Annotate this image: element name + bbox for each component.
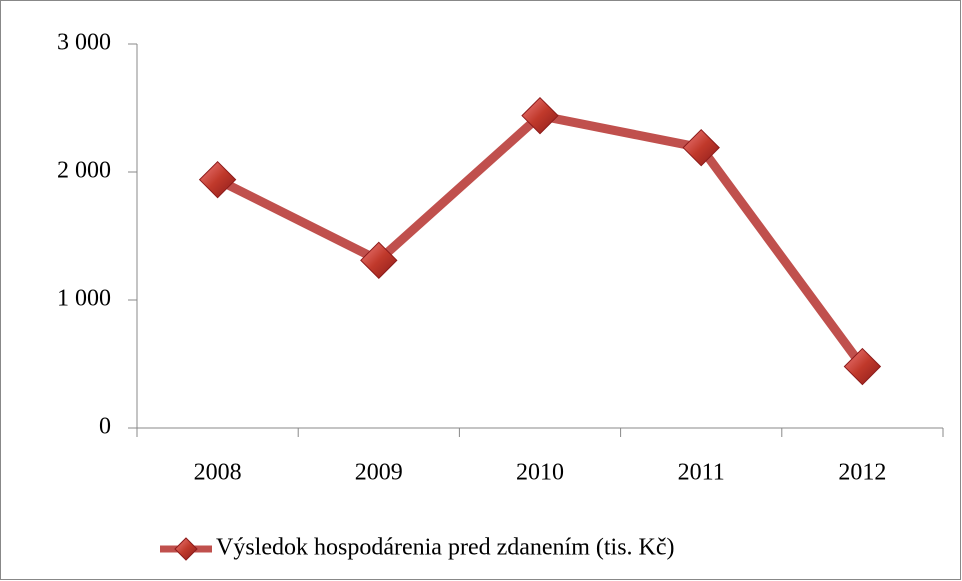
marker [521,96,559,135]
marker [843,347,882,386]
x-tick-label: 2008 [194,460,242,486]
x-tick-label: 2012 [838,460,886,486]
marker [360,241,398,280]
y-tick-label: 3 000 [57,30,111,56]
marker [198,160,237,199]
x-tick-label: 2010 [516,460,564,486]
marker [682,128,720,167]
y-tick-label: 2 000 [57,158,111,184]
y-tick-label: 1 000 [57,286,111,312]
legend-label: Výsledok hospodárenia pred zdanením (tis… [216,535,675,561]
x-tick-label: 2011 [678,460,725,486]
y-tick-label: 0 [99,414,111,440]
legend-marker [174,537,198,561]
x-tick-label: 2009 [355,460,403,486]
